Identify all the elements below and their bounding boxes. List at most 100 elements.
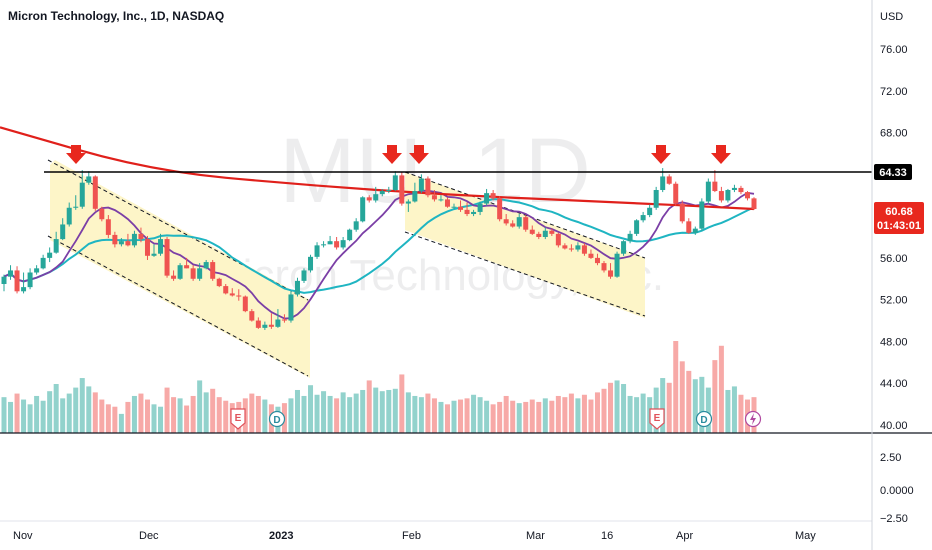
- down-arrow-icon: [66, 145, 86, 164]
- candle-body: [497, 198, 503, 220]
- price-tick: 52.00: [880, 295, 908, 307]
- volume-bar: [666, 382, 672, 433]
- candle-body: [464, 209, 470, 215]
- candle-body: [92, 176, 98, 209]
- candle-body: [594, 257, 600, 264]
- volume-bar: [340, 392, 346, 433]
- indicator-tick: 0.0000: [880, 485, 914, 497]
- dividend-badge-apr[interactable]: D: [695, 410, 713, 428]
- price-tick: 40.00: [880, 420, 908, 432]
- candle-body: [373, 194, 379, 201]
- candle-body: [451, 206, 457, 208]
- volume-bar: [249, 393, 255, 433]
- volume-bar: [203, 392, 209, 433]
- indicator-axis[interactable]: 2.50 0.0000 −2.50: [880, 452, 914, 525]
- volume-bar: [738, 394, 744, 433]
- candle-body: [53, 239, 59, 253]
- volume-bar: [425, 393, 431, 433]
- candle-body: [673, 183, 679, 204]
- volume-bar: [705, 387, 711, 433]
- candle-body: [458, 206, 464, 210]
- candle-body: [177, 265, 183, 279]
- volume-bar: [614, 380, 620, 433]
- volume-bar: [294, 389, 300, 433]
- price-tick: 56.00: [880, 253, 908, 265]
- candle-body: [1, 276, 7, 284]
- candle-body: [647, 207, 653, 216]
- time-tick: Apr: [676, 530, 693, 542]
- volume-bar: [438, 401, 444, 433]
- candle-body: [79, 182, 85, 207]
- candle-body: [627, 233, 633, 242]
- candle-body: [549, 230, 555, 234]
- candle-body: [197, 268, 203, 279]
- candle-body: [471, 211, 477, 215]
- channel-feb-mar-lower-line: [404, 231, 646, 317]
- volume-bar: [34, 395, 40, 433]
- candle-body: [138, 233, 144, 240]
- volume-bar: [164, 387, 170, 433]
- time-tick: Mar: [526, 530, 545, 542]
- candle-body: [86, 176, 92, 183]
- volume-bar: [562, 397, 568, 433]
- volume-bar: [27, 404, 33, 433]
- candle-body: [412, 191, 418, 202]
- earnings-badge-dec[interactable]: E: [230, 408, 246, 430]
- volume-bar: [516, 403, 522, 433]
- volume-bar: [379, 391, 385, 433]
- candle-body: [634, 220, 640, 234]
- volume-bar: [79, 378, 85, 433]
- candle-body: [738, 187, 744, 193]
- volume-bar: [158, 406, 164, 433]
- candle-body: [392, 175, 398, 190]
- volume-bar: [73, 387, 79, 433]
- volume-bar: [210, 388, 216, 433]
- currency-label: USD: [880, 11, 903, 23]
- volume-bar: [497, 401, 503, 433]
- volume-bar: [118, 413, 124, 433]
- candle-body: [47, 252, 53, 258]
- volume-bar: [608, 382, 614, 433]
- candle-body: [308, 256, 314, 271]
- volume-bar: [477, 397, 483, 433]
- volume-bar: [673, 341, 679, 433]
- volume-bar: [718, 345, 724, 433]
- candle-body: [131, 233, 137, 246]
- volume-bar: [731, 386, 737, 433]
- candle-body: [744, 192, 750, 199]
- candle-body: [249, 311, 255, 321]
- volume-bar: [255, 395, 261, 433]
- candles: [1, 168, 757, 330]
- dividend-badge-label: D: [700, 415, 707, 426]
- volume-bar: [366, 380, 372, 433]
- candle-body: [621, 241, 627, 254]
- volume-bar: [431, 398, 437, 433]
- volume-bar: [327, 395, 333, 433]
- flash-icon[interactable]: [744, 410, 762, 428]
- candle-body: [73, 206, 79, 208]
- candle-body: [105, 219, 111, 235]
- candle-body: [725, 190, 731, 201]
- dividend-badge-jan[interactable]: D: [268, 410, 286, 428]
- candle-body: [27, 272, 33, 288]
- volume-bar: [321, 391, 327, 433]
- candle-body: [334, 241, 340, 248]
- volume-bar: [503, 395, 509, 433]
- candle-body: [568, 248, 574, 250]
- candle-body: [314, 245, 320, 257]
- candle-body: [229, 293, 235, 296]
- volume-bar: [347, 397, 353, 433]
- volume-bar: [184, 405, 190, 433]
- candle-body: [112, 234, 118, 245]
- candle-body: [34, 268, 40, 273]
- candle-body: [203, 262, 209, 269]
- volume-bar: [60, 398, 66, 433]
- earnings-badge-mar[interactable]: E: [649, 408, 665, 430]
- time-axis[interactable]: Nov Dec 2023 Feb Mar 16 Apr May: [13, 530, 816, 542]
- candle-body: [718, 191, 724, 201]
- volume-bar: [621, 384, 627, 433]
- candle-body: [542, 230, 548, 237]
- volume-bar: [601, 388, 607, 433]
- last-price-label: 60.68 01:43:01: [874, 202, 924, 234]
